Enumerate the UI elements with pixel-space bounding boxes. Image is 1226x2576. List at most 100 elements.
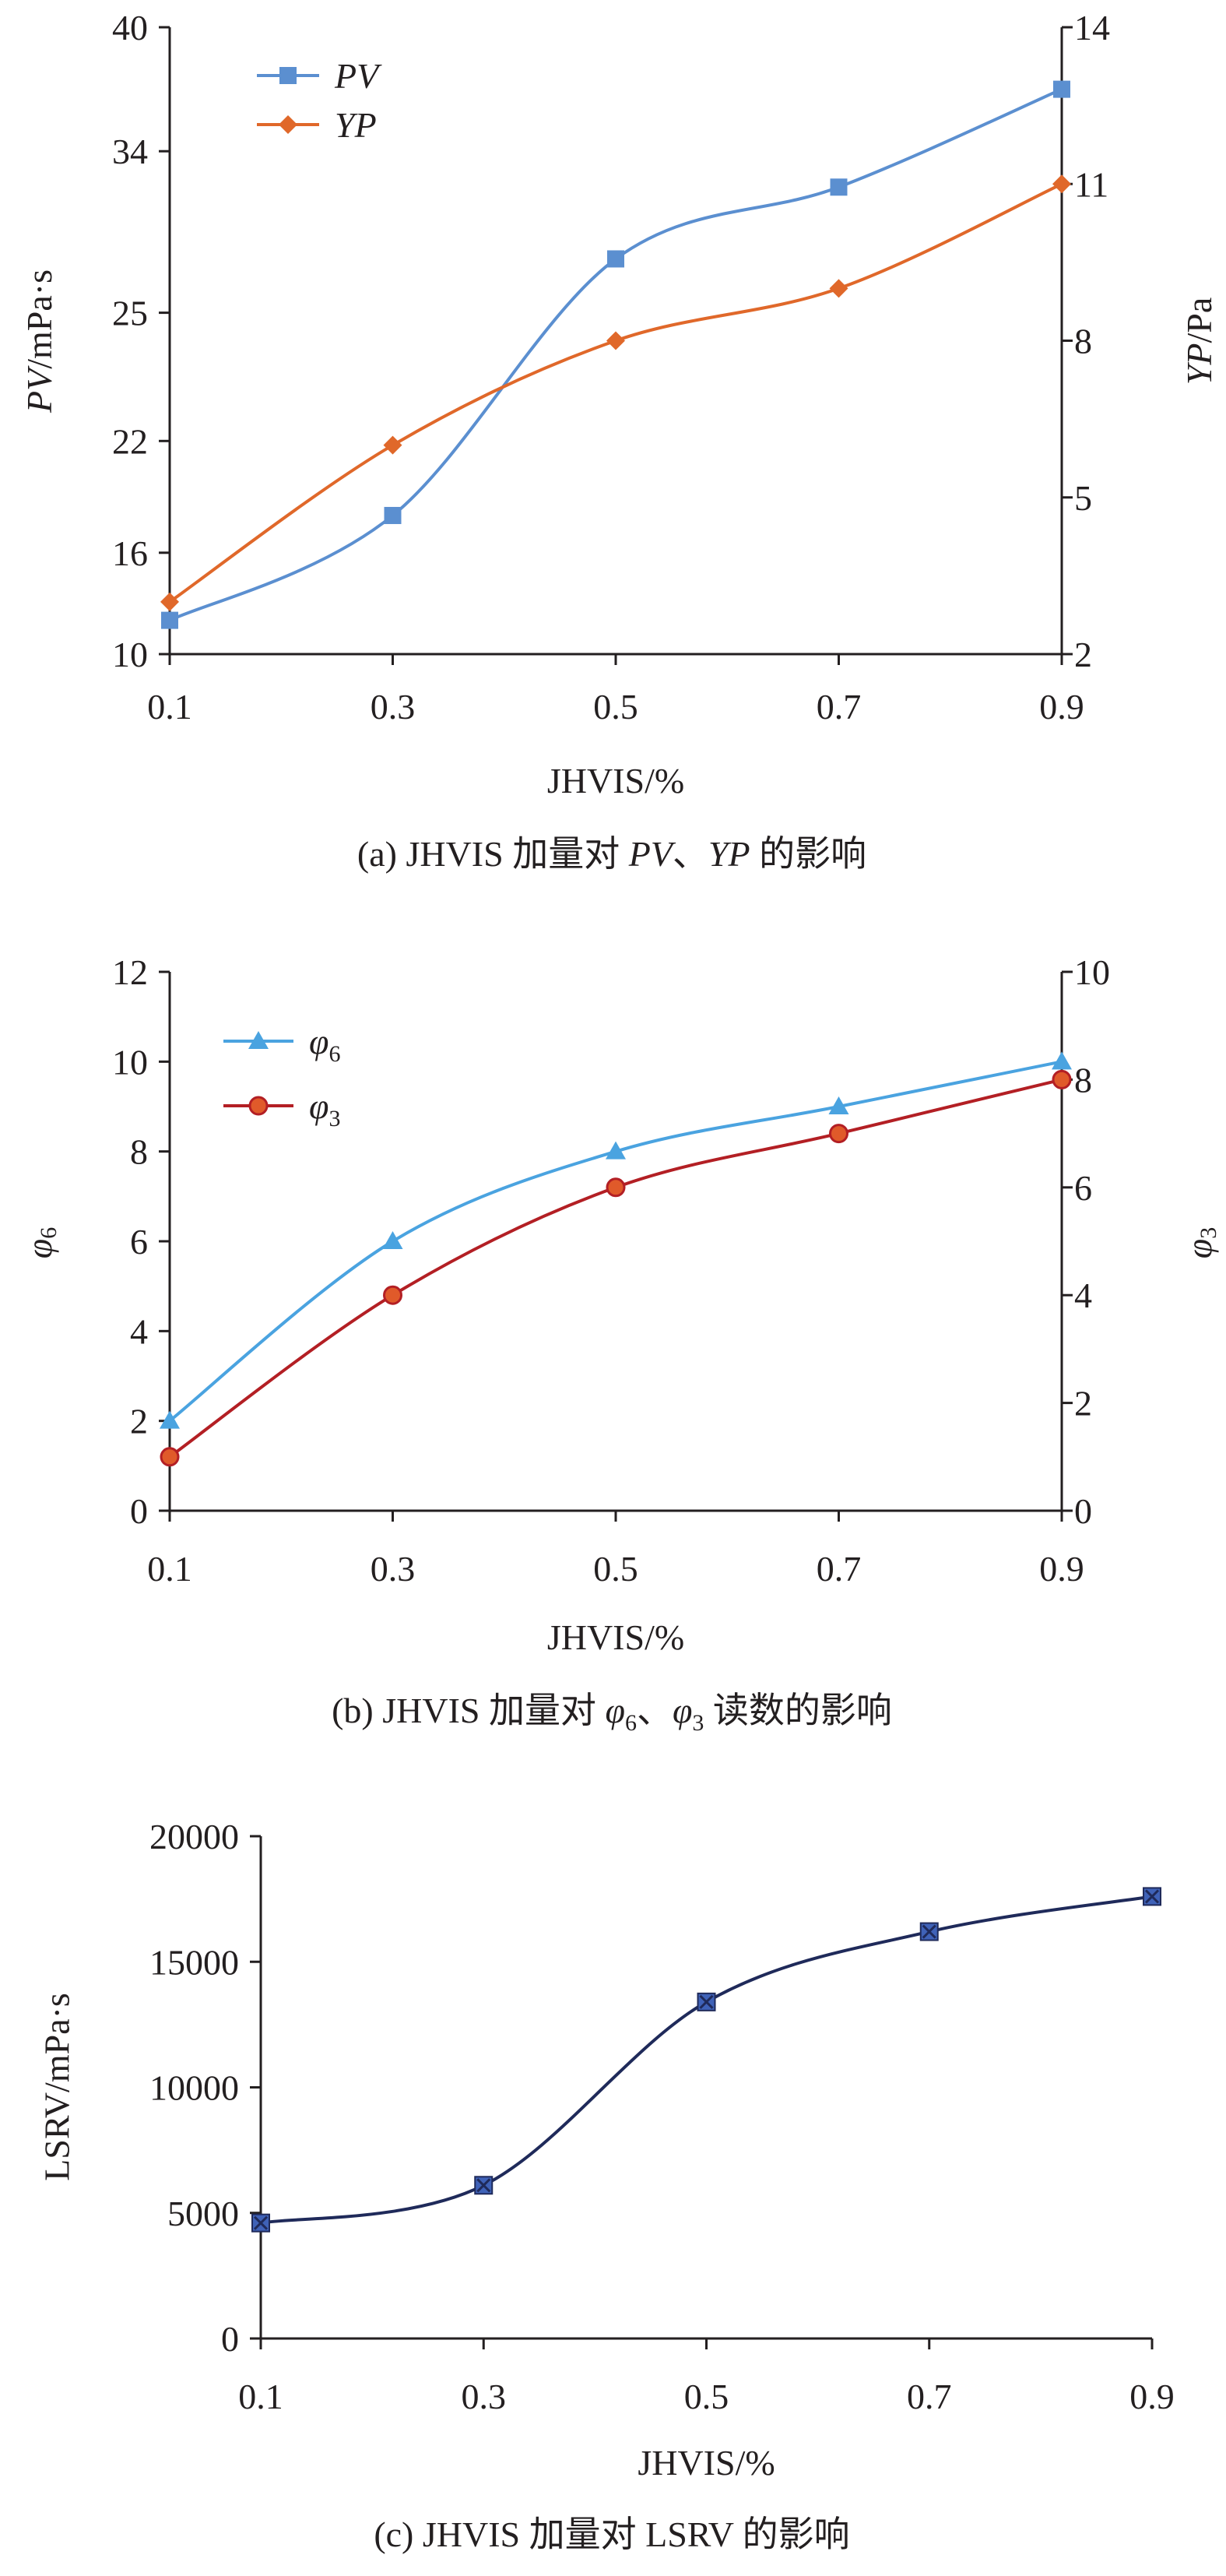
x-tick-label: 0.3 xyxy=(371,1549,416,1589)
data-point xyxy=(830,178,848,196)
y-tick-label: 0 xyxy=(130,1491,148,1531)
axes: 0.1 0.3 0.5 0.7 0.9 JHVIS/% 0 2 4 6 8 10 12 0 2 4 6 8 10 φ6… xyxy=(19,952,1221,1657)
legend-item: PV xyxy=(257,56,382,96)
legend-label: YP xyxy=(335,105,377,145)
data-point xyxy=(829,279,848,298)
marker-cross xyxy=(476,2178,491,2193)
y-tick-label: 4 xyxy=(130,1311,148,1351)
data-point xyxy=(383,1285,402,1305)
data-point xyxy=(251,2213,270,2233)
data-point xyxy=(474,2176,494,2195)
x-tick-label: 0.7 xyxy=(907,2377,952,2416)
y-right-tick-label: 4 xyxy=(1074,1276,1092,1315)
x-tick-label: 0.9 xyxy=(1039,687,1084,727)
data-point xyxy=(160,1410,180,1429)
legend-marker xyxy=(248,1096,269,1116)
series-1 xyxy=(251,1887,1161,2233)
legend-marker xyxy=(248,1031,269,1049)
legend-item: φ3 xyxy=(223,1086,340,1131)
data-point xyxy=(160,1447,180,1467)
y-right-tick-label: 14 xyxy=(1074,8,1110,48)
x-tick-label: 0.5 xyxy=(593,687,638,727)
series-line xyxy=(168,1060,1063,1423)
y-tick-label: 2 xyxy=(130,1402,148,1441)
y-tick-label: 10 xyxy=(112,635,148,674)
y-axis-right-label: YP/Pa xyxy=(1179,297,1219,385)
chart-2: 0.1 0.3 0.5 0.7 0.9 JHVIS/% 0 2 4 6 8 10 12 0 2 4 6 8 10 φ6… xyxy=(19,952,1221,1736)
x-tick-label: 0.5 xyxy=(684,2377,729,2416)
y-axis-label: LSRV/mPa·s xyxy=(37,1993,77,2181)
legend-label: φ6 xyxy=(309,1022,340,1067)
caption: (b) JHVIS 加量对 φ6、φ3 读数的影响 xyxy=(332,1691,892,1736)
data-point xyxy=(607,250,624,268)
data-point xyxy=(697,1992,716,2011)
series-1 xyxy=(161,80,1070,629)
data-point xyxy=(383,435,402,455)
y-right-tick-label: 10 xyxy=(1074,952,1110,992)
legend-marker xyxy=(279,115,297,134)
axes: 0.1 0.3 0.5 0.7 0.9 JHVIS/% 0 5000 10000 15000 200… xyxy=(37,1817,1175,2483)
x-axis-label: JHVIS/% xyxy=(638,2443,775,2483)
y-tick-label: 15000 xyxy=(149,1942,239,1982)
data-point xyxy=(606,1177,626,1198)
chart-3: 0.1 0.3 0.5 0.7 0.9 JHVIS/% 0 5000 10000 15000 200… xyxy=(37,1817,1175,2554)
marker-cross xyxy=(253,2215,269,2230)
y-tick-label: 8 xyxy=(130,1132,148,1172)
series-line xyxy=(168,1078,1063,1459)
x-axis-label: JHVIS/% xyxy=(547,761,684,801)
data-point xyxy=(1053,80,1070,98)
legend-label: PV xyxy=(334,56,382,96)
data-point xyxy=(606,1141,626,1160)
data-point xyxy=(919,1922,939,1941)
x-tick-label: 0.3 xyxy=(371,687,416,727)
legend-marker xyxy=(279,67,297,84)
data-point xyxy=(829,1124,848,1144)
y-right-tick-label: 8 xyxy=(1074,322,1092,361)
y-tick-label: 40 xyxy=(112,8,148,48)
x-tick-label: 0.5 xyxy=(593,1549,638,1589)
data-point xyxy=(1143,1887,1161,1906)
x-tick-label: 0.3 xyxy=(462,2377,507,2416)
marker-cross xyxy=(922,1924,936,1939)
y-tick-label: 0 xyxy=(221,2319,239,2359)
series-2 xyxy=(160,1069,1072,1467)
x-axis-label: JHVIS/% xyxy=(547,1617,684,1657)
y-tick-label: 5000 xyxy=(167,2194,239,2233)
y-right-tick-label: 8 xyxy=(1074,1060,1092,1100)
y-right-tick-label: 11 xyxy=(1074,164,1108,204)
legend-label: φ3 xyxy=(309,1086,340,1131)
chart-1: 0.1 0.3 0.5 0.7 0.9JHVIS/%101622253440258111… xyxy=(19,8,1219,874)
x-tick-label: 0.1 xyxy=(147,687,192,727)
y-axis-right-label: φ3 xyxy=(1179,1227,1221,1258)
data-point xyxy=(384,506,402,524)
data-point xyxy=(1052,1069,1072,1089)
y-tick-label: 16 xyxy=(112,533,148,573)
series-1 xyxy=(160,1051,1072,1429)
x-tick-label: 0.1 xyxy=(147,1549,192,1589)
y-tick-label: 6 xyxy=(130,1222,148,1262)
series-line xyxy=(168,182,1063,604)
y-right-tick-label: 0 xyxy=(1074,1491,1092,1531)
caption: (a) JHVIS 加量对 PV、YP 的影响 xyxy=(357,834,866,874)
data-point xyxy=(1052,1051,1072,1070)
x-tick-label: 0.7 xyxy=(817,687,862,727)
y-tick-label: 25 xyxy=(112,294,148,333)
y-right-tick-label: 5 xyxy=(1074,478,1092,518)
marker-cross xyxy=(1144,1889,1160,1904)
y-tick-label: 10000 xyxy=(149,2068,239,2108)
x-tick-label: 0.7 xyxy=(817,1549,862,1589)
y-axis-label: PV/mPa·s xyxy=(19,269,59,413)
x-tick-label: 0.1 xyxy=(238,2377,283,2416)
data-point xyxy=(160,592,179,611)
series-line xyxy=(260,1895,1153,2225)
y-right-tick-label: 2 xyxy=(1074,1384,1092,1423)
caption: (c) JHVIS 加量对 LSRV 的影响 xyxy=(374,2514,849,2554)
legend-item: YP xyxy=(257,105,377,145)
y-tick-label: 12 xyxy=(112,952,148,992)
x-tick-label: 0.9 xyxy=(1039,1549,1084,1589)
x-tick-label: 0.9 xyxy=(1129,2377,1175,2416)
y-tick-label: 22 xyxy=(112,421,148,461)
y-axis-label: φ6 xyxy=(19,1227,61,1258)
y-tick-label: 10 xyxy=(112,1042,148,1082)
